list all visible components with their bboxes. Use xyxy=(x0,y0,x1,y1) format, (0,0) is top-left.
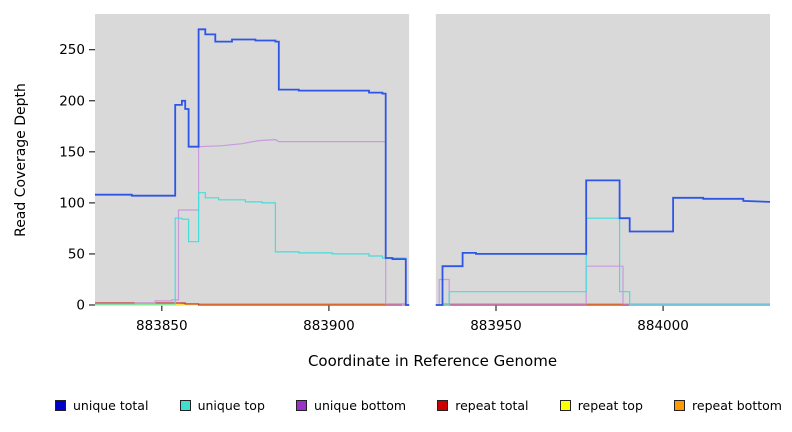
legend-item-unique-top: unique top xyxy=(179,398,265,413)
y-tick-label: 0 xyxy=(76,298,85,314)
legend-label: repeat bottom xyxy=(692,398,782,413)
y-tick-label: 50 xyxy=(68,246,85,262)
x-tick-label: 884000 xyxy=(637,318,689,334)
legend-item-unique-total: unique total xyxy=(55,398,148,413)
legend-swatch-icon xyxy=(437,400,449,411)
legend-swatch-icon xyxy=(559,400,571,411)
no-data-gap-band xyxy=(409,14,436,305)
legend-item-repeat-top: repeat top xyxy=(559,398,643,413)
legend-item-repeat-total: repeat total xyxy=(437,398,529,413)
legend-label: repeat total xyxy=(455,398,529,413)
x-tick-label: 883850 xyxy=(136,318,188,334)
series-line-unique-bottom xyxy=(435,265,770,306)
series-line-unique-top xyxy=(435,217,770,306)
legend-item-repeat-bottom: repeat bottom xyxy=(674,398,782,413)
legend-swatch-icon xyxy=(55,400,66,411)
series-line-unique-total xyxy=(435,179,771,306)
x-axis-title: Coordinate in Reference Genome xyxy=(307,352,558,370)
legend-label: unique bottom xyxy=(314,398,407,413)
x-tick-label: 883950 xyxy=(470,318,522,334)
y-tick-label: 150 xyxy=(59,144,85,160)
series-line-repeat-total xyxy=(95,302,410,306)
series-line-unique-total xyxy=(95,28,410,306)
legend-label: unique total xyxy=(73,398,149,413)
y-tick-label: 250 xyxy=(59,42,85,58)
legend-swatch-icon xyxy=(674,400,686,411)
legend-swatch-icon xyxy=(179,400,191,411)
series-line-unique-top xyxy=(95,192,410,306)
x-tick-label: 883900 xyxy=(303,318,355,334)
chart-svg: 883850 883900 883950 884000 0 50 100 150 200 250 xyxy=(59,14,771,334)
legend-label: unique top xyxy=(197,398,265,413)
legend-item-unique-bottom: unique bottom xyxy=(296,398,406,413)
y-axis-title: Read Coverage Depth xyxy=(13,83,29,237)
y-tick-label: 100 xyxy=(59,195,85,211)
legend-swatch-icon xyxy=(296,400,308,411)
legend: unique total unique top unique bottom repea… xyxy=(0,398,792,413)
y-tick-label: 200 xyxy=(59,93,85,109)
legend-label: repeat top xyxy=(577,398,643,413)
